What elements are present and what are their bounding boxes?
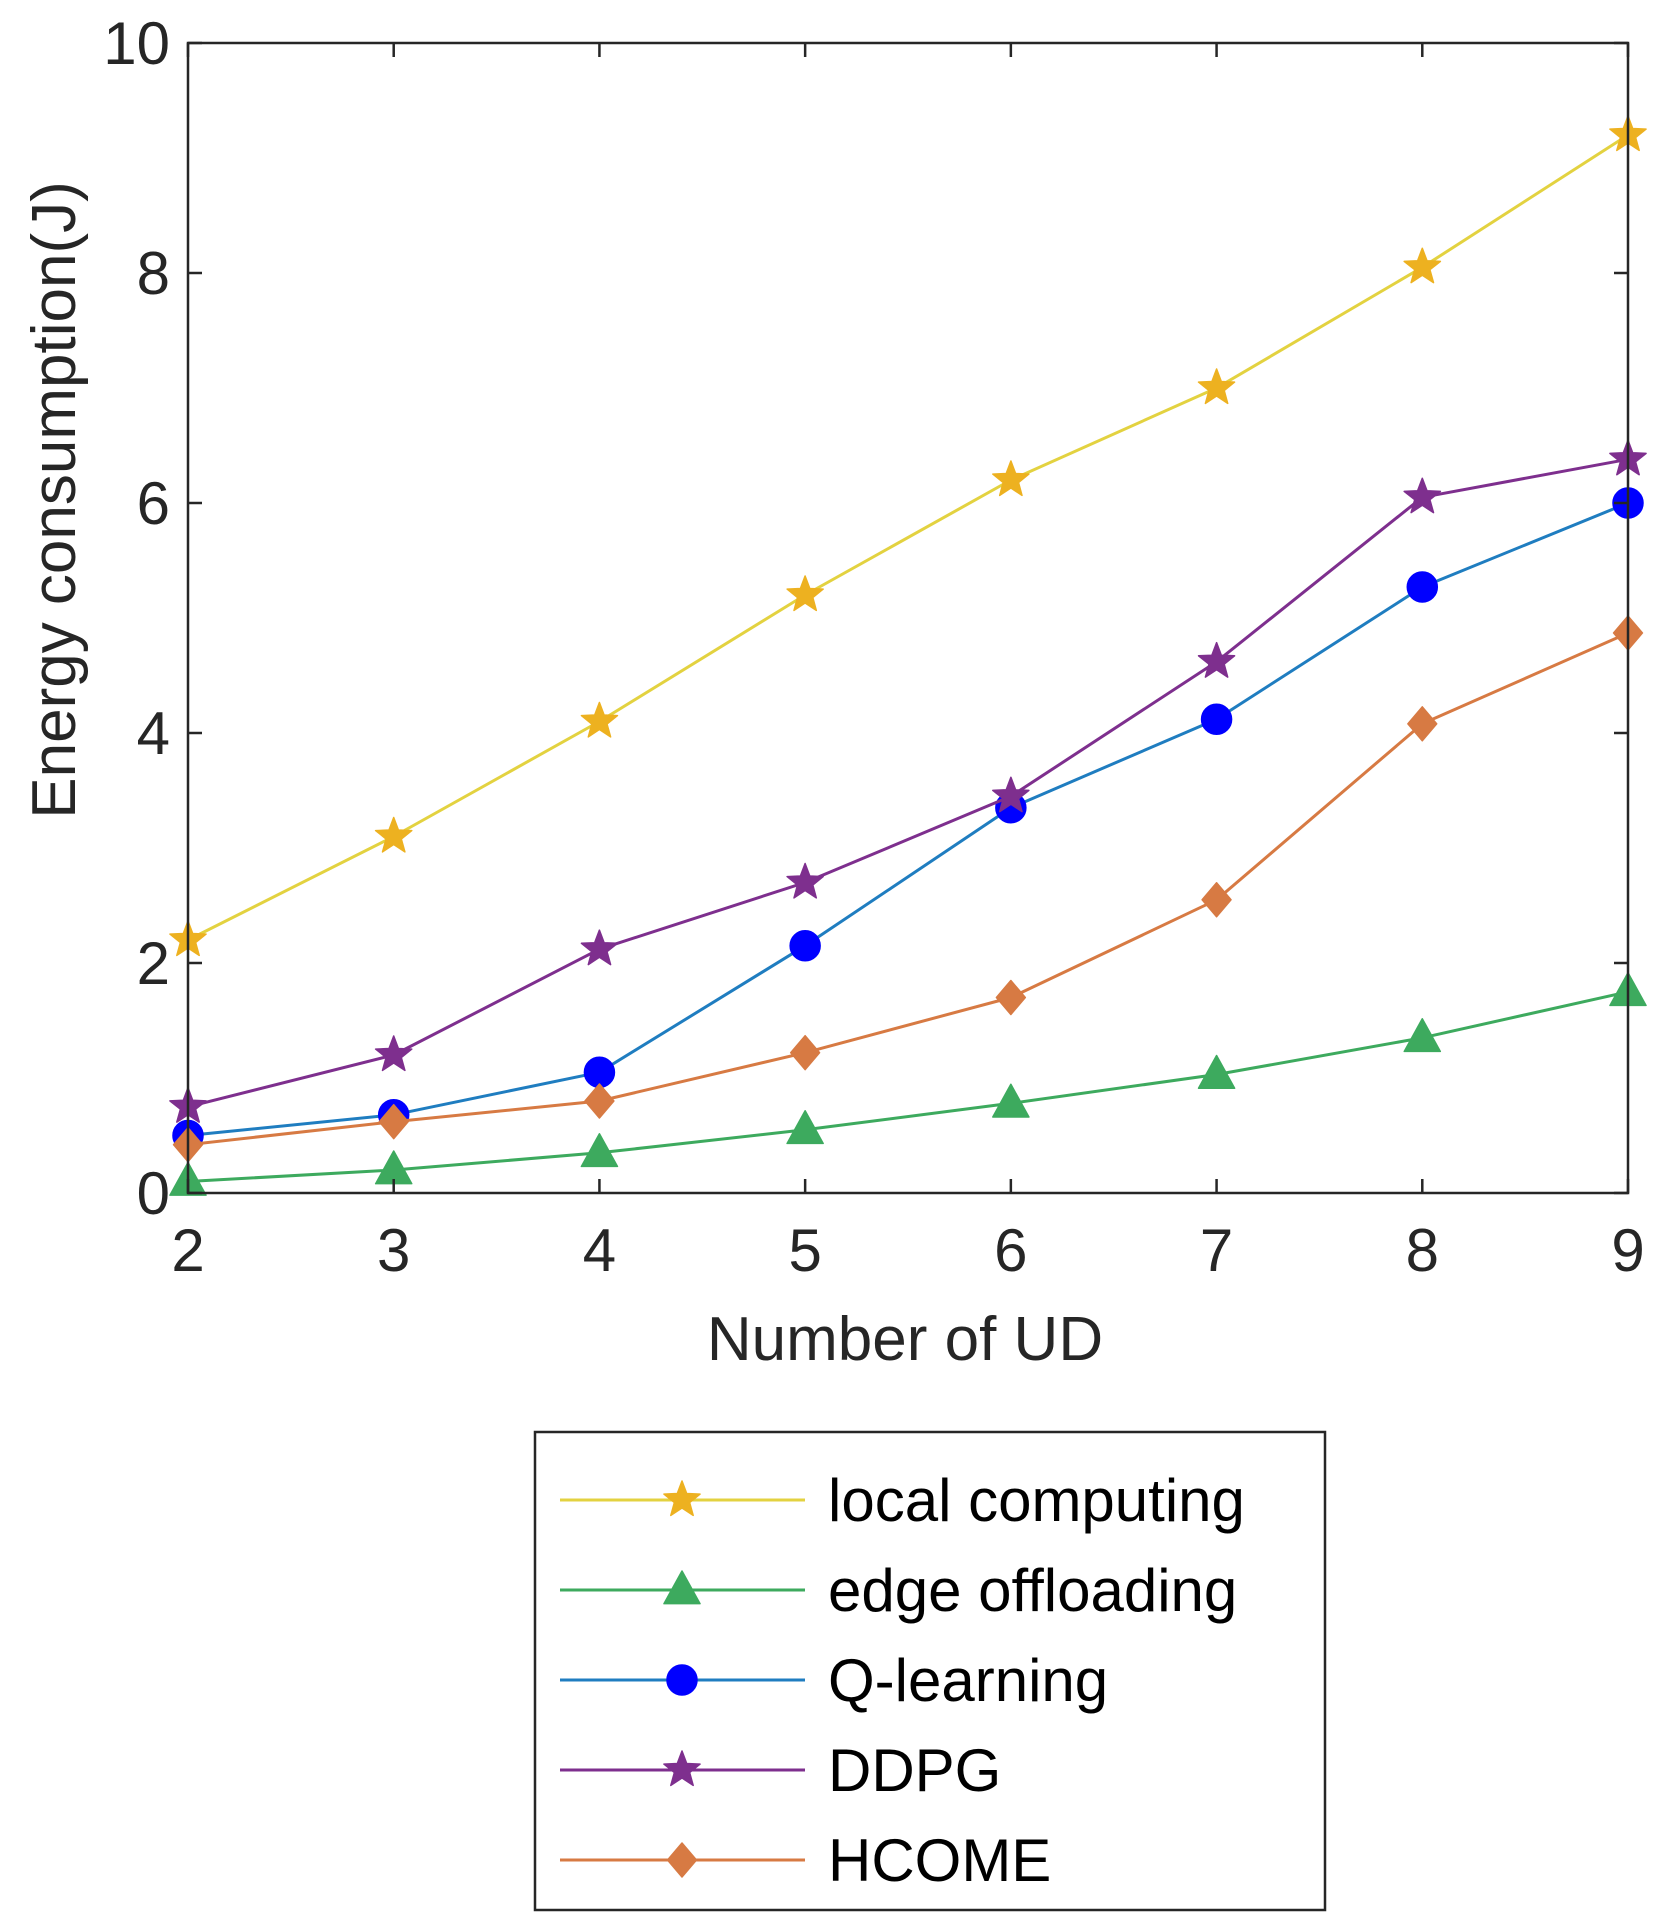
data-point-local-computing-x7: [1197, 368, 1236, 405]
series-line-local-computing: [187, 133, 1629, 942]
legend-box: [533, 1430, 1327, 1912]
series-line-q-learning: [187, 501, 1629, 1137]
legend-label-ddpg: DDPG: [828, 1737, 1001, 1804]
legend-label-edge-offloading: edge offloading: [828, 1557, 1237, 1624]
data-point-edge-offloading-x8: [1403, 1018, 1442, 1053]
y-tick-label-8: 8: [137, 240, 170, 307]
legend-entry-q-learning: Q-learning: [560, 1647, 1108, 1714]
x-tick-label-2: 2: [171, 1217, 204, 1284]
legend-marker-ddpg: [663, 1750, 701, 1787]
data-point-ddpg-x5: [786, 862, 824, 899]
series-ddpg: [169, 439, 1647, 1123]
legend-entry-edge-offloading: edge offloading: [560, 1557, 1237, 1624]
x-tick-label-8: 8: [1406, 1217, 1439, 1284]
data-point-hcome-x8: [1407, 706, 1438, 742]
y-tick-label-0: 0: [137, 1160, 170, 1227]
y-tick-label-6: 6: [137, 470, 170, 537]
data-point-local-computing-x5: [786, 575, 824, 612]
data-point-hcome-x4: [584, 1083, 615, 1119]
x-tick-label-9: 9: [1611, 1217, 1644, 1284]
legend-marker-hcome: [666, 1842, 698, 1878]
data-point-ddpg-x4: [580, 929, 619, 966]
data-point-q-learning-x8: [1406, 571, 1439, 603]
data-point-ddpg-x8: [1403, 477, 1442, 514]
series-line-ddpg: [187, 457, 1629, 1109]
legend-label-hcome: HCOME: [828, 1827, 1051, 1894]
data-point-hcome-x7: [1201, 882, 1232, 918]
legend-entry-hcome: HCOME: [560, 1827, 1051, 1894]
x-tick-label-4: 4: [583, 1217, 616, 1284]
data-point-ddpg-x6: [992, 776, 1030, 813]
data-point-local-computing-x8: [1403, 247, 1442, 284]
y-tick-label-4: 4: [137, 700, 170, 767]
y-axis-title: Energy consumption(J): [20, 181, 89, 819]
data-point-local-computing-x3: [374, 816, 413, 853]
series-q-learning: [172, 487, 1644, 1152]
plot-frame: [186, 41, 1630, 1195]
series-line-edge-offloading: [187, 990, 1629, 1183]
data-point-hcome-x3: [378, 1103, 409, 1140]
data-point-edge-offloading-x5: [786, 1110, 824, 1145]
data-point-edge-offloading-x4: [580, 1133, 619, 1168]
legend-label-local-computing: local computing: [828, 1467, 1245, 1534]
data-point-ddpg-x3: [374, 1035, 413, 1072]
legend-marker-q-learning: [666, 1664, 698, 1696]
y-tick-label-2: 2: [137, 930, 170, 997]
series-line-hcome: [187, 631, 1629, 1147]
data-point-hcome-x5: [789, 1034, 821, 1071]
x-tick-label-6: 6: [994, 1217, 1027, 1284]
data-point-hcome-x6: [995, 979, 1027, 1016]
data-point-edge-offloading-x7: [1197, 1054, 1236, 1089]
x-axis-title: Number of UD: [707, 1305, 1103, 1374]
legend-marker-local-computing: [663, 1480, 701, 1517]
data-point-ddpg-x7: [1197, 641, 1236, 678]
x-tick-label-7: 7: [1200, 1217, 1233, 1284]
series-edge-offloading: [169, 972, 1647, 1196]
data-point-q-learning-x7: [1200, 703, 1233, 735]
data-point-q-learning-x5: [789, 930, 821, 962]
legend-entry-ddpg: DDPG: [560, 1737, 1001, 1804]
legend-label-q-learning: Q-learning: [828, 1647, 1108, 1714]
x-tick-label-3: 3: [377, 1217, 410, 1284]
legend-entry-local-computing: local computing: [560, 1467, 1245, 1534]
y-tick-label-10: 10: [103, 10, 170, 77]
data-point-edge-offloading-x6: [992, 1083, 1030, 1118]
data-point-local-computing-x4: [580, 701, 619, 738]
legend-marker-edge-offloading: [663, 1570, 701, 1605]
legend: local computing edge offloading Q-learning…: [533, 1430, 1327, 1912]
x-tick-label-5: 5: [788, 1217, 821, 1284]
data-point-local-computing-x6: [992, 460, 1030, 497]
data-point-q-learning-x4: [583, 1056, 616, 1088]
